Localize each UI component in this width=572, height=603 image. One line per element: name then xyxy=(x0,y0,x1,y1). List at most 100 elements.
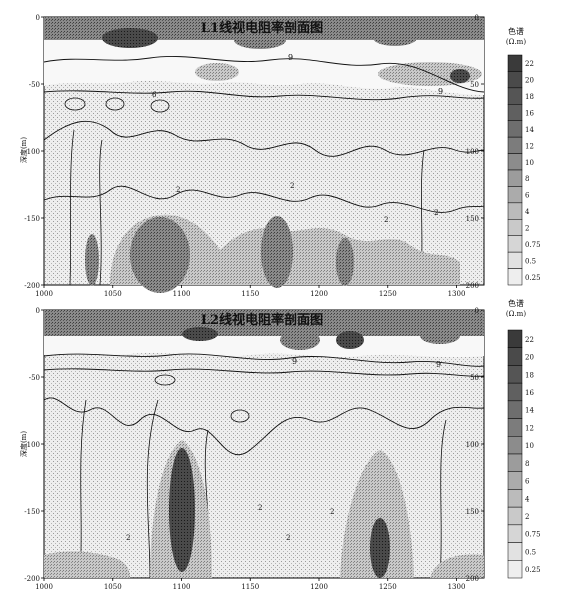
l1-body-dark-4 xyxy=(85,234,99,286)
l2-top-strip xyxy=(44,310,484,336)
l1-x-tick-label: 1250 xyxy=(379,290,397,298)
l1-colorbar-label: 10 xyxy=(525,159,534,167)
l2-body-mid-2 xyxy=(340,450,414,578)
l2-colorbar-label: 20 xyxy=(525,354,534,362)
l2-colorbar-swatch xyxy=(507,542,523,561)
l2-body-bottom-right xyxy=(430,554,484,578)
l2-colorbar-swatch xyxy=(507,471,523,490)
l2-contour-label-4: 2 xyxy=(258,504,262,512)
l1-y-right-tick-label: 200 xyxy=(466,282,479,290)
l1-y-tick-label: -50 xyxy=(29,81,40,89)
l2-colorbar-swatch xyxy=(507,418,523,437)
l1-blob-right-core xyxy=(450,69,470,83)
l1-contour-label-1: 9 xyxy=(288,53,293,62)
l1-x-tick-label: 1150 xyxy=(241,290,259,298)
l1-colorbar-label: 16 xyxy=(525,110,534,118)
l1-contour-vert-1 xyxy=(69,129,75,286)
l2-colorbar-label: 0.25 xyxy=(525,566,541,574)
l2-x-tick-label: 1050 xyxy=(104,583,122,591)
l2-colorbar-swatch xyxy=(507,400,523,419)
l1-y-axis-label: 深度(m) xyxy=(19,137,28,163)
l1-colorbar-label: 6 xyxy=(525,192,530,200)
l1-contour-label-5: 2 xyxy=(290,182,294,190)
l2-colorbar-label: 12 xyxy=(525,424,534,432)
l2-contour-6 xyxy=(43,368,485,377)
l1-colorbar-label: 0.25 xyxy=(525,274,541,282)
l2-colorbar-label: 22 xyxy=(525,336,534,344)
l2-contour-label-6: 2 xyxy=(330,508,334,516)
l2-colorbar-label: 0.75 xyxy=(525,531,541,539)
l2-colorbar-label: 18 xyxy=(525,371,534,379)
l1-colorbar-swatch xyxy=(507,54,523,72)
l2-colorbar-label: 10 xyxy=(525,442,534,450)
l2-y-ticks-left: 0 -50 -100 -150 -200 xyxy=(24,307,44,583)
l1-body-dark-5 xyxy=(205,252,219,284)
l1-y-right-tick-label: 100 xyxy=(466,148,479,156)
l2-contour-vert-4 xyxy=(439,419,447,579)
l1-colorbar-label: 0.75 xyxy=(525,241,541,249)
l1-body-dark-1 xyxy=(130,217,190,293)
l2-y-tick-label: -150 xyxy=(24,508,40,516)
l2-colorbar-swatch xyxy=(507,560,523,579)
l2-y-right-tick-label: 150 xyxy=(466,508,479,516)
l2-top-blob-4 xyxy=(420,328,460,344)
l2-colorbar-swatch xyxy=(507,365,523,384)
l1-colorbar: 22 20 18 16 14 12 10 8 6 4 2 0.75 0.5 0.25 xyxy=(507,54,541,286)
l1-colorbar-label: 0.5 xyxy=(525,257,536,265)
l1-y-right-tick-label: 0 xyxy=(475,14,479,22)
l2-colorbar-title: 色谱 xyxy=(508,298,524,308)
l1-colorbar-swatch xyxy=(507,104,523,121)
l1-colorbar-label: 12 xyxy=(525,142,534,150)
l1-surface-band xyxy=(44,40,484,95)
l1-colorbar-swatch xyxy=(507,153,523,171)
l1-colorbar-swatch xyxy=(507,268,523,286)
l2-colorbar-unit: (Ω.m) xyxy=(506,310,526,318)
l2-colorbar-label: 0.5 xyxy=(525,548,536,556)
l2-contour-label-1: 9 xyxy=(292,357,297,366)
l2-body-bottom-left xyxy=(44,551,130,578)
l2-x-tick-label: 1150 xyxy=(241,583,259,591)
l1-y-right-tick-label: 50 xyxy=(470,81,479,89)
l2-contour-4 xyxy=(43,397,485,456)
l1-y-tick-label: -150 xyxy=(24,215,40,223)
l1-contour-label-4: 2 xyxy=(176,186,180,194)
l2-colorbar-swatch xyxy=(507,524,523,543)
l2-contour-label-5: 2 xyxy=(286,534,290,542)
l1-blob-mid xyxy=(195,63,239,81)
l2-colorbar-label: 8 xyxy=(525,460,529,468)
l2-x-tick-label: 1200 xyxy=(310,583,328,591)
l1-ring-3 xyxy=(150,99,170,113)
l1-ring-2 xyxy=(105,97,125,111)
l1-contour-9 xyxy=(43,56,485,93)
l2-surface-band xyxy=(44,336,484,358)
l1-colorbar-label: 22 xyxy=(525,60,534,68)
l2-colorbar-swatch xyxy=(507,453,523,472)
l1-title: L1线视电阻率剖面图 xyxy=(201,20,323,36)
l1-contour-label-7: 2 xyxy=(434,209,438,217)
l2-colorbar-label: 4 xyxy=(525,495,530,503)
l1-x-tick-label: 1300 xyxy=(448,290,466,298)
l1-y-ticks-right: 0 50 100 150 200 xyxy=(466,14,484,290)
l2-y-right-tick-label: 50 xyxy=(470,374,479,382)
l1-body-dark-2 xyxy=(261,216,293,288)
l2-colorbar-swatch xyxy=(507,436,523,455)
l1-colorbar-swatch xyxy=(507,235,523,253)
l1-colorbar-swatch xyxy=(507,120,523,138)
l1-x-tick-label: 1100 xyxy=(173,290,191,298)
l1-y-ticks-left: 0 -50 -100 -150 -200 xyxy=(24,14,44,290)
l1-contour-label-3: 6 xyxy=(152,91,157,99)
l2-y-tick-label: -50 xyxy=(29,374,40,382)
panel-l2: 9 9 2 2 2 2 L2线视电阻率剖面图 深度(m) 1000 1050 110… xyxy=(19,298,541,591)
l1-contour-label-6: 2 xyxy=(384,216,388,224)
l1-colorbar-swatch xyxy=(507,71,523,89)
l2-y-axis-label: 深度(m) xyxy=(19,431,28,457)
l1-colorbar-swatch xyxy=(507,169,523,187)
l2-colorbar-swatch xyxy=(507,489,523,508)
l2-y-tick-label: 0 xyxy=(36,307,40,315)
l1-contour-label-2: 9 xyxy=(438,87,443,96)
l2-y-right-tick-label: 100 xyxy=(466,441,479,449)
l2-colorbar-label: 6 xyxy=(525,478,530,486)
l1-colorbar-label: 8 xyxy=(525,175,529,183)
l1-x-tick-label: 1200 xyxy=(310,290,328,298)
l2-colorbar-swatch xyxy=(507,382,523,402)
